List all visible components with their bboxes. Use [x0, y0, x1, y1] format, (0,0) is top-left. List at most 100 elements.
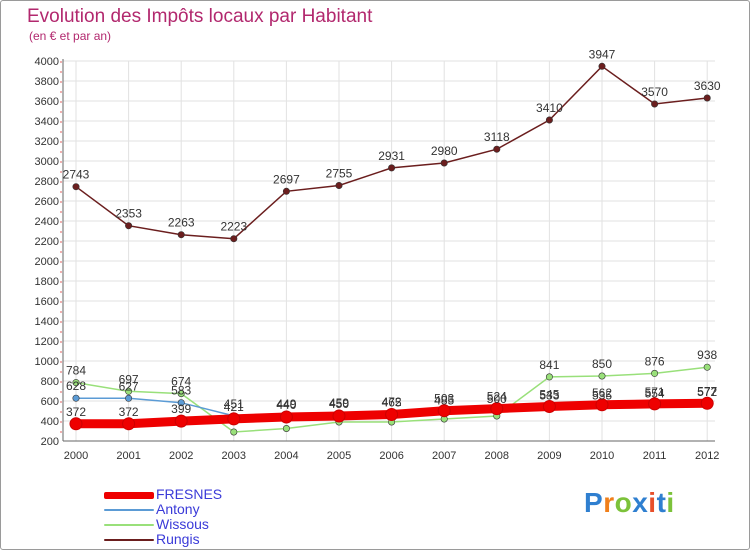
logo-letter: r: [603, 487, 615, 518]
y-tick-label: 200: [41, 436, 59, 448]
data-label-antony: 451: [224, 397, 244, 411]
data-label-rungis: 3947: [589, 47, 616, 61]
data-point-rungis: [230, 235, 238, 243]
data-point-fresnes: [700, 396, 714, 410]
data-label-antony: 535: [592, 389, 612, 403]
data-label-fresnes: 440: [276, 398, 296, 412]
data-label-fresnes: 562: [592, 386, 612, 400]
data-label-wissous: 697: [119, 372, 139, 386]
data-label-wissous: 841: [539, 358, 559, 372]
y-tick-label: 1800: [35, 276, 59, 288]
data-point-fresnes: [332, 409, 346, 423]
y-tick-label: 3400: [35, 116, 59, 128]
logo-letter: t: [656, 487, 667, 518]
legend-item-antony: Antony: [104, 501, 304, 518]
x-tick-label: 2010: [590, 450, 614, 462]
y-tick-label: 600: [41, 396, 59, 408]
data-point-rungis: [72, 183, 80, 191]
data-point-rungis: [440, 159, 448, 167]
y-tick-label: 3000: [35, 156, 59, 168]
data-point-fresnes: [385, 408, 399, 421]
legend-label-fresnes: FRESNES: [156, 486, 223, 502]
y-tick-label: 2200: [35, 236, 59, 248]
y-tick-label: 1400: [35, 316, 59, 328]
data-point-wissous: [282, 424, 290, 432]
data-point-rungis: [282, 187, 290, 195]
data-point-rungis: [493, 145, 501, 153]
data-point-fresnes: [648, 397, 662, 411]
data-label-antony: 472: [382, 395, 402, 409]
y-tick-label: 2800: [35, 176, 59, 188]
logo-letter: P: [584, 487, 604, 518]
legend-swatch-fresnes: [104, 492, 154, 499]
y-tick-label: 1200: [35, 336, 59, 348]
data-point-rungis: [545, 116, 553, 124]
logo-letter: x: [632, 487, 649, 518]
data-label-rungis: 2931: [378, 149, 405, 163]
grid: [63, 60, 715, 442]
data-label-rungis: 2263: [168, 216, 195, 230]
data-label-antony: 554: [645, 387, 665, 401]
data-point-rungis: [335, 182, 343, 190]
data-label-fresnes: 465: [382, 396, 402, 410]
x-tick-label: 2001: [116, 450, 140, 462]
x-tick-label: 2008: [485, 450, 509, 462]
data-point-fresnes: [122, 417, 136, 431]
data-label-antony: 449: [276, 397, 296, 411]
data-label-wissous: 784: [66, 364, 86, 378]
data-label-rungis: 2353: [115, 207, 142, 221]
data-label-antony: 627: [119, 379, 139, 393]
data-label-fresnes: 503: [434, 392, 454, 406]
y-tick-label: 2400: [35, 216, 59, 228]
data-point-wissous: [230, 428, 238, 436]
data-point-wissous: [72, 379, 80, 387]
data-label-rungis: 2223: [220, 220, 247, 234]
data-point-rungis: [177, 231, 185, 239]
proxiti-logo: Proxiti: [584, 487, 675, 519]
data-label-fresnes: 524: [487, 390, 507, 404]
chart-title: Evolution des Impôts locaux par Habitant: [27, 6, 373, 27]
logo-letter: o: [614, 487, 633, 518]
logo-letter: i: [648, 487, 657, 518]
data-point-rungis: [703, 94, 711, 102]
data-label-fresnes: 372: [66, 405, 86, 419]
x-tick-label: 2007: [432, 450, 456, 462]
data-point-wissous: [125, 387, 133, 395]
data-point-wissous: [651, 369, 659, 377]
legend-swatch-wissous: [104, 524, 154, 526]
data-point-fresnes: [279, 410, 293, 424]
x-tick-label: 2012: [695, 450, 719, 462]
y-tick-label: 2600: [35, 196, 59, 208]
y-tick-label: 3800: [35, 76, 59, 88]
legend-item-rungis: Rungis: [104, 531, 304, 548]
data-label-antony: 628: [66, 379, 86, 393]
data-label-rungis: 2980: [431, 144, 458, 158]
data-point-fresnes: [174, 414, 188, 428]
data-label-antony: 572: [697, 385, 717, 399]
data-point-fresnes: [595, 398, 609, 412]
data-point-fresnes: [490, 402, 504, 416]
axes: 200 400 600 800 1000 1200 1400 1600 1800 2000 2200…: [35, 56, 720, 462]
y-tick-label: 3200: [35, 136, 59, 148]
y-tick-label: 3600: [35, 96, 59, 108]
data-label-wissous: 674: [171, 375, 191, 389]
x-tick-label: 2002: [169, 450, 193, 462]
y-tick-label: 1600: [35, 296, 59, 308]
data-label-antony: 583: [171, 384, 191, 398]
data-point-wissous: [598, 372, 606, 380]
data-label-antony: 533: [539, 389, 559, 403]
logo-letter: i: [666, 487, 675, 518]
legend-swatch-antony: [104, 509, 154, 511]
data-point-wissous: [545, 373, 553, 381]
data-label-fresnes: 399: [171, 402, 191, 416]
series-layer: [69, 62, 714, 436]
legend-label-wissous: Wissous: [156, 516, 209, 532]
y-tick-label: 400: [41, 416, 59, 428]
data-point-fresnes: [437, 404, 451, 418]
data-labels: 2743 2353 2263 2223 2697 2755 2931 2980 3118 3410…: [63, 47, 721, 419]
data-point-antony: [72, 394, 80, 402]
data-label-fresnes: 545: [539, 388, 559, 402]
data-label-fresnes: 577: [697, 384, 717, 398]
